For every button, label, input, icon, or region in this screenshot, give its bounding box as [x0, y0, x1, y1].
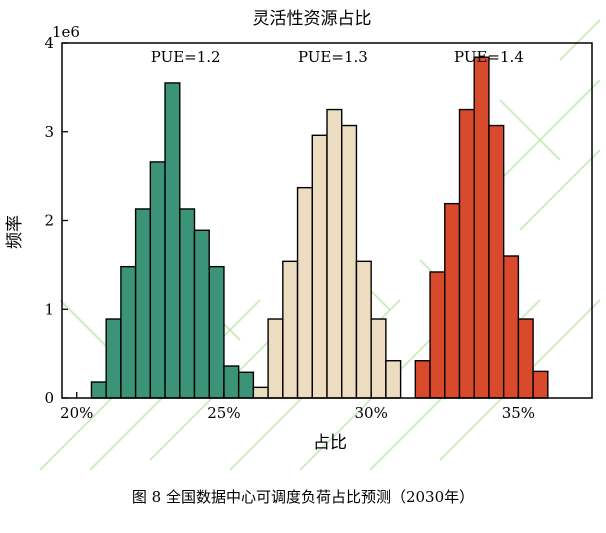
histogram-bar: [149, 161, 166, 399]
y-tick-label: 1: [44, 300, 54, 318]
histogram-bar: [223, 365, 240, 399]
y-tick-label: 2: [44, 212, 54, 230]
histogram-bar: [458, 108, 475, 399]
x-tick-label: 20%: [60, 404, 93, 422]
y-axis-label: 频率: [5, 215, 25, 249]
histogram-bar: [385, 360, 402, 399]
histogram-bar: [502, 255, 520, 399]
chart-title: 灵活性资源占比: [253, 9, 372, 29]
histogram-bar: [429, 271, 446, 399]
histogram-bar: [311, 134, 328, 399]
series-label: PUE=1.2: [151, 48, 221, 66]
histogram-bar: [414, 360, 431, 399]
histogram-bar: [326, 108, 343, 399]
y-tick-label: 4: [44, 34, 54, 52]
histogram-bar: [237, 371, 255, 399]
series-label: PUE=1.3: [298, 48, 368, 66]
histogram-bar: [517, 318, 534, 399]
histogram-bar: [267, 318, 284, 399]
histogram-bar: [179, 208, 196, 399]
series-label: PUE=1.4: [454, 48, 524, 66]
histogram-bar: [370, 318, 387, 399]
histogram-bar: [252, 386, 269, 399]
ticks-layer: 20% 25% 30% 35% 0 1 2 3 4: [44, 34, 535, 422]
histogram-bar: [164, 82, 181, 399]
histogram-bar: [488, 124, 505, 399]
histogram-bar: [532, 370, 549, 399]
y-scale-label: 1e6: [52, 23, 80, 41]
histogram-bar: [473, 56, 490, 399]
figure-caption: 图 8 全国数据中心可调度负荷占比预测（2030年）: [131, 488, 475, 506]
histogram-bar: [120, 265, 137, 399]
histogram-bar: [282, 260, 299, 399]
histogram-bar: [134, 208, 152, 399]
x-axis-label: 占比: [313, 433, 347, 453]
histogram-bar: [208, 265, 225, 399]
histogram-bar: [105, 318, 122, 399]
histogram-bar: [193, 229, 210, 399]
series-labels: PUE=1.2 PUE=1.3 PUE=1.4: [151, 48, 524, 66]
histogram-bar: [341, 124, 358, 399]
x-tick-label: 30%: [354, 404, 387, 422]
x-tick-label: 25%: [207, 404, 240, 422]
histogram-bar: [355, 260, 372, 399]
histogram-bar: [296, 186, 313, 399]
x-tick-label: 35%: [502, 404, 535, 422]
histogram-bar: [90, 381, 107, 399]
y-tick-label: 0: [44, 389, 54, 407]
y-tick-label: 3: [44, 123, 54, 141]
histogram-bar: [444, 202, 461, 399]
bars-layer: [90, 56, 549, 399]
